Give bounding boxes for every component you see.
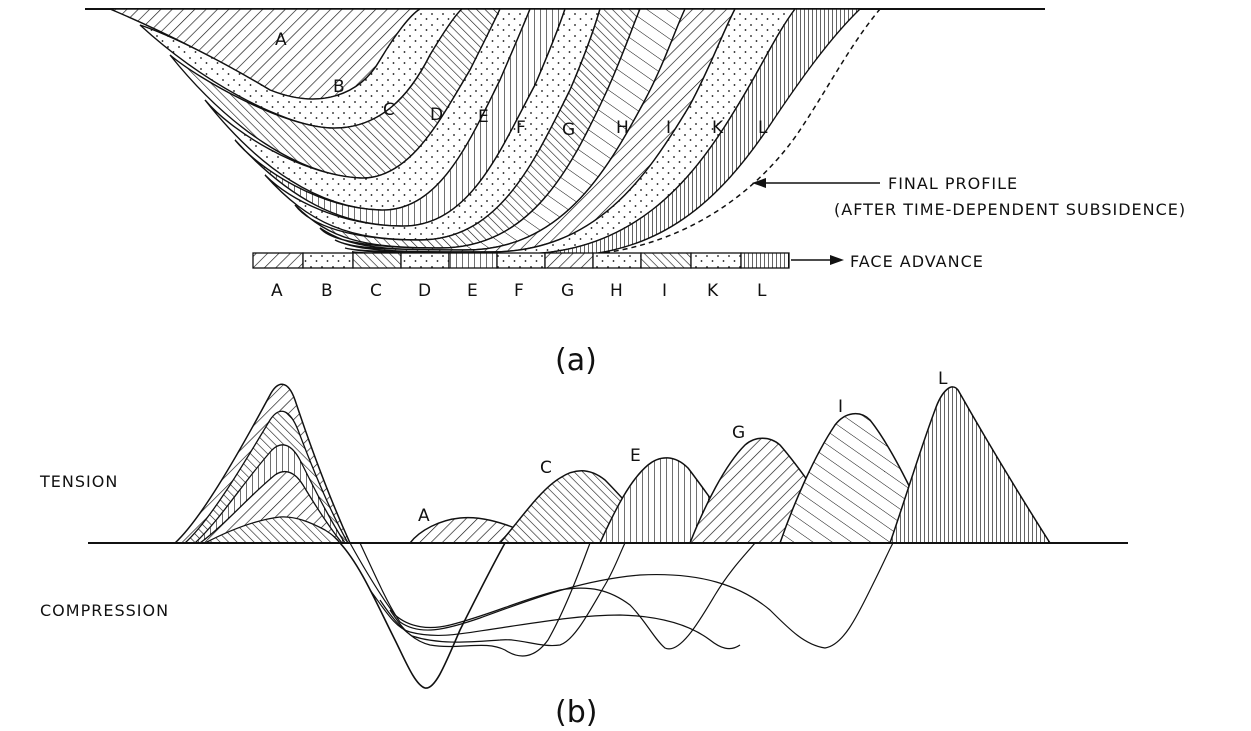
compression-curve-deep [339,542,506,689]
layer-label-E: E [478,107,489,127]
curve-label-L: L [938,369,948,389]
face-label-C: C [370,281,382,301]
face-label-K: K [707,281,719,301]
curve-label-C: C [540,458,552,478]
curve-label-A: A [418,506,430,526]
face-label-A: A [271,281,283,301]
face-label-H: H [610,281,623,301]
face-label-E: E [467,281,478,301]
layer-label-H: H [616,118,629,138]
face-advance-bar [252,252,790,269]
compression-curve-5 [389,542,591,657]
caption-b: (b) [555,695,597,730]
layer-label-L: L [758,118,768,138]
curve-label-I: I [838,397,843,417]
compression-curve-2 [359,542,894,649]
layer-label-B: B [333,77,345,97]
tension-curve-L [888,386,1052,544]
layer-label-G: G [562,120,575,140]
face-label-L: L [757,281,767,301]
panel-b: TENSION COMPRESSION A C E G I L (b) [39,369,1128,730]
layer-label-I: I [666,118,671,138]
face-advance-arrowhead [830,255,844,265]
compression-label: COMPRESSION [40,601,169,620]
face-label-F: F [514,281,524,301]
compression-curve-4 [379,542,626,647]
compression-curve-1 [349,542,756,650]
final-profile-sublabel: (AFTER TIME-DEPENDENT SUBSIDENCE) [834,200,1186,219]
final-profile-arrowhead [752,178,766,188]
layer-label-A: A [275,30,287,50]
panel-a: A B C D E F G H I K L FINAL PROFILE (AFT… [85,8,1186,378]
face-label-G: G [561,281,574,301]
face-label-B: B [321,281,333,301]
final-profile-label: FINAL PROFILE [888,174,1018,193]
layer-label-C: C [383,100,395,120]
face-label-I: I [662,281,667,301]
layer-label-D: D [430,105,443,125]
face-label-D: D [418,281,431,301]
compression-curve-3 [369,589,741,650]
face-advance-label: FACE ADVANCE [850,252,984,271]
curve-label-G: G [732,423,745,443]
final-profile-dashed-curve [559,8,881,257]
layer-label-K: K [712,118,724,138]
layer-label-F: F [516,118,526,138]
curve-label-E: E [630,446,641,466]
caption-a: (a) [555,343,597,378]
tension-label: TENSION [39,472,118,491]
left-tension-peak-5 [204,516,342,544]
